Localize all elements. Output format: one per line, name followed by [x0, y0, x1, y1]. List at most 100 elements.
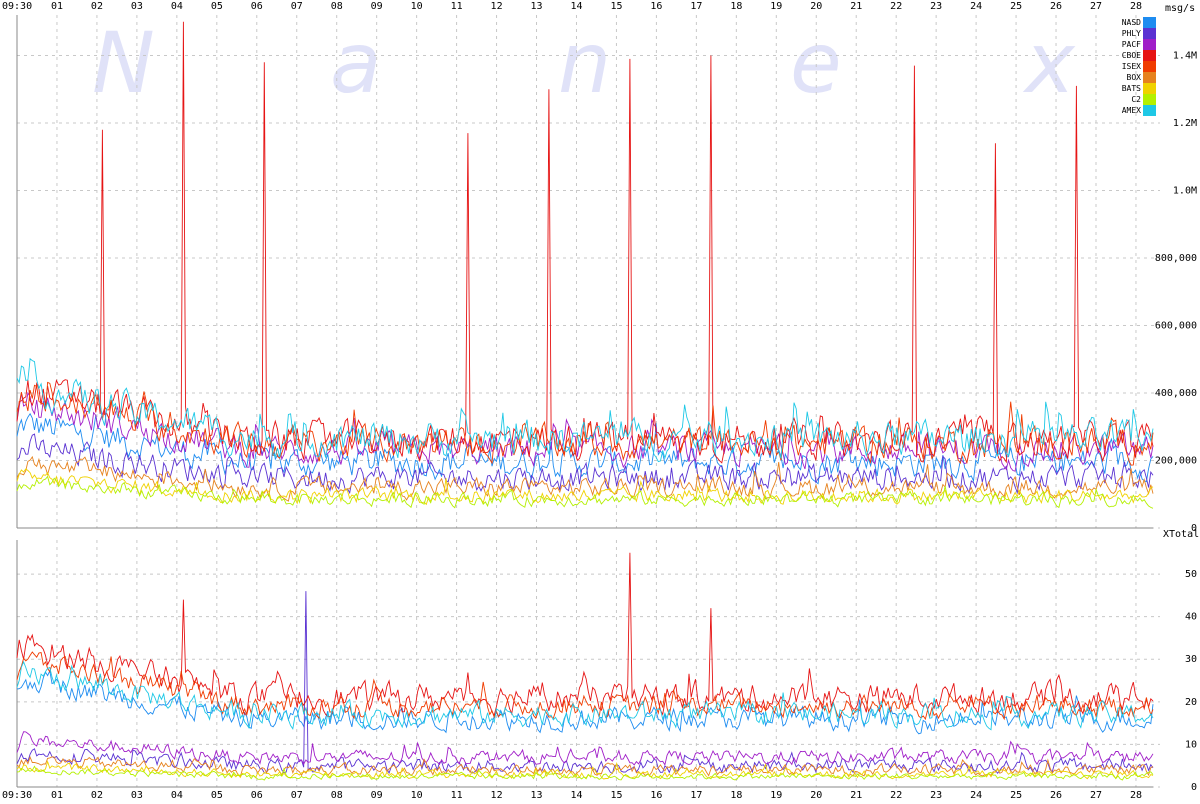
x-tick-label-bottom: 25	[1010, 790, 1022, 800]
series-line-c2-panel1	[16, 475, 1154, 509]
x-tick-label-bottom: 15	[610, 790, 622, 800]
series-line-box-panel1	[16, 455, 1154, 502]
legend-swatch-amex	[1143, 105, 1156, 116]
x-tick-label-bottom: 03	[131, 790, 143, 800]
legend-swatch-c2	[1143, 94, 1156, 105]
series-line-isex-panel2	[16, 651, 1154, 721]
x-tick-label-bottom: 27	[1090, 790, 1102, 800]
y-tick-label: 0	[1191, 782, 1197, 793]
watermark-letter: N	[92, 14, 155, 112]
legend-swatch-phly	[1143, 28, 1156, 39]
legend-label-nasd: NASD	[1122, 18, 1141, 27]
top-unit-label: msg/s	[1165, 3, 1195, 14]
x-tick-label-top: 01	[51, 1, 63, 12]
series-line-isex-panel1	[16, 381, 1154, 466]
y-tick-label: 600,000	[1155, 321, 1197, 332]
y-tick-label: 50	[1185, 569, 1197, 580]
x-tick-label-bottom: 26	[1050, 790, 1062, 800]
x-tick-label-bottom: 05	[211, 790, 223, 800]
x-tick-label-bottom: 09	[371, 790, 383, 800]
x-tick-label-bottom: 24	[970, 790, 982, 800]
y-tick-label: 200,000	[1155, 456, 1197, 467]
x-tick-label-top: 27	[1090, 1, 1102, 12]
x-tick-label-bottom: 06	[251, 790, 263, 800]
x-tick-label-bottom: 22	[890, 790, 902, 800]
x-tick-label-top: 15	[610, 1, 622, 12]
x-tick-label-top: 03	[131, 1, 143, 12]
x-tick-label-top: 25	[1010, 1, 1022, 12]
legend-label-c2: C2	[1131, 95, 1141, 104]
x-tick-label-bottom: 21	[850, 790, 862, 800]
legend-label-isex: ISEX	[1122, 62, 1141, 71]
series-line-box-panel2	[16, 755, 1154, 778]
x-tick-label-top: 09	[371, 1, 383, 12]
series-line-amex-panel2	[16, 660, 1154, 731]
legend-swatch-nasd	[1143, 17, 1156, 28]
series-line-bats-panel1	[16, 468, 1154, 506]
x-tick-label-top: 09:30	[2, 1, 32, 12]
legend-label-amex: AMEX	[1122, 106, 1141, 115]
x-tick-label-bottom: 10	[411, 790, 423, 800]
legend: NASD PHLY PACF CBOE ISEX BOX BATS C2 AMEX	[1122, 17, 1156, 116]
x-tick-label-top: 28	[1130, 1, 1142, 12]
x-tick-label-bottom: 07	[291, 790, 303, 800]
legend-label-cboe: CBOE	[1122, 51, 1141, 60]
gridlines	[16, 15, 1160, 788]
y-tick-label: 10	[1185, 739, 1197, 750]
x-tick-label-bottom: 28	[1130, 790, 1142, 800]
y-tick-label: 20	[1185, 697, 1197, 708]
y-tick-label: 0	[1191, 523, 1197, 534]
x-tick-label-top: 22	[890, 1, 902, 12]
x-tick-label-bottom: 19	[770, 790, 782, 800]
y-tick-label: 800,000	[1155, 253, 1197, 264]
x-tick-label-top: 10	[411, 1, 423, 12]
x-tick-label-top: 26	[1050, 1, 1062, 12]
x-tick-label-top: 20	[810, 1, 822, 12]
x-tick-label-bottom: 16	[650, 790, 662, 800]
x-tick-label-top: 08	[331, 1, 343, 12]
x-tick-label-bottom: 14	[570, 790, 582, 800]
x-tick-label-top: 19	[770, 1, 782, 12]
x-tick-label-top: 07	[291, 1, 303, 12]
x-tick-label-top: 14	[570, 1, 582, 12]
watermark-letter: n	[558, 14, 611, 112]
legend-label-bats: BATS	[1122, 84, 1141, 93]
x-tick-label-bottom: 11	[451, 790, 463, 800]
x-tick-label-bottom: 20	[810, 790, 822, 800]
x-tick-label-top: 23	[930, 1, 942, 12]
x-tick-label-top: 17	[690, 1, 702, 12]
watermark: N a n e x	[92, 14, 1076, 112]
legend-swatch-cboe	[1143, 50, 1156, 61]
x-tick-label-top: 11	[451, 1, 463, 12]
x-tick-label-top: 13	[531, 1, 543, 12]
x-tick-label-top: 02	[91, 1, 103, 12]
series-line-cboe-panel2	[16, 552, 1154, 718]
watermark-letter: a	[330, 14, 381, 112]
legend-label-pacf: PACF	[1122, 40, 1141, 49]
watermark-letter: e	[790, 14, 842, 112]
bottom-unit-label: XTotal	[1163, 529, 1199, 540]
legend-swatch-bats	[1143, 83, 1156, 94]
x-tick-label-bottom: 13	[531, 790, 543, 800]
series-line-pacf-panel1	[16, 391, 1154, 472]
x-tick-label-top: 24	[970, 1, 982, 12]
legend-swatch-isex	[1143, 61, 1156, 72]
x-tick-label-top: 12	[491, 1, 503, 12]
x-tick-label-bottom: 04	[171, 790, 183, 800]
x-tick-label-bottom: 17	[690, 790, 702, 800]
y-tick-label: 30	[1185, 654, 1197, 665]
x-tick-label-bottom: 23	[930, 790, 942, 800]
legend-label-box: BOX	[1127, 73, 1142, 82]
x-tick-label-bottom: 08	[331, 790, 343, 800]
y-tick-label: 1.2M	[1173, 118, 1197, 129]
x-tick-label-bottom: 12	[491, 790, 503, 800]
y-tick-label: 400,000	[1155, 388, 1197, 399]
series-lines	[16, 21, 1154, 781]
y-tick-label: 1.4M	[1173, 51, 1197, 62]
x-tick-label-top: 04	[171, 1, 183, 12]
x-tick-label-bottom: 01	[51, 790, 63, 800]
y-tick-label: 1.0M	[1173, 186, 1197, 197]
x-tick-label-top: 06	[251, 1, 263, 12]
